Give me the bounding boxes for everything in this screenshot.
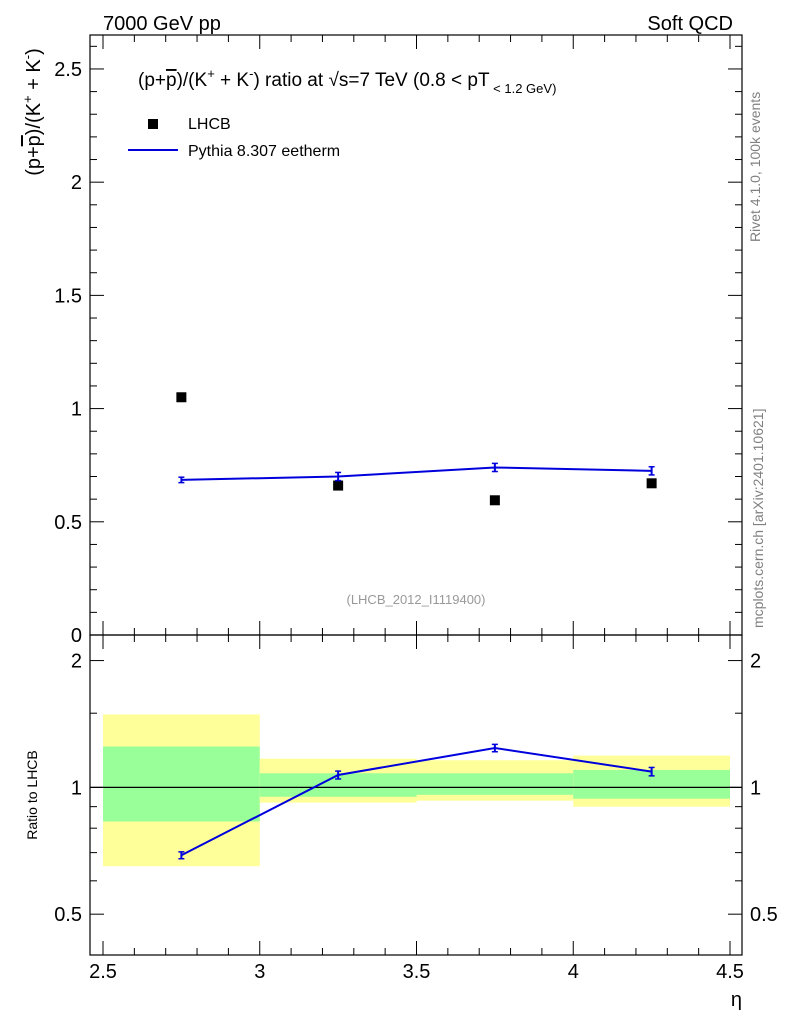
main-ytick-label: 1: [71, 399, 82, 421]
x-tick-labels: 2.5 3 3.5 4 4.5: [89, 961, 744, 983]
ratio-panel: 0.5 0.5 1 1 2 2 Ratio to LHCB 2.5 3 3.5 4 4.5 η: [24, 634, 778, 1011]
ratio-ytick-label-right: 0.5: [750, 904, 778, 926]
ratio-ylabel: Ratio to LHCB: [24, 750, 40, 839]
main-ytick-label: 0.5: [54, 512, 82, 534]
uncertainty-band-green: [259, 773, 417, 797]
x-tick-label: 3: [254, 961, 265, 983]
ratio-ytick-label-left: 0.5: [54, 904, 82, 926]
x-tick-label: 4.5: [716, 961, 744, 983]
ratio-bands: [90, 714, 742, 867]
lhcb-data-point: [489, 495, 500, 506]
main-ytick-label: 1.5: [54, 285, 82, 307]
pythia-line: [181, 466, 652, 481]
x-axis-label: η: [731, 989, 742, 1011]
legend-label-pythia: Pythia 8.307 eetherm: [188, 143, 340, 160]
ratio-axis-ticks: 0.5 0.5 1 1 2 2: [54, 635, 778, 955]
x-tick-label: 4: [568, 961, 579, 983]
analysis-label: (LHCB_2012_I1119400): [346, 592, 485, 607]
legend-marker-lhcb: [148, 119, 158, 129]
main-ytick-label: 2: [71, 172, 82, 194]
mcplots-label: mcplots.cern.ch [arXiv:2401.10621]: [750, 409, 766, 628]
x-tick-label: 3.5: [403, 961, 431, 983]
header-right: Soft QCD: [647, 13, 733, 35]
main-ytick-label: 2.5: [54, 59, 82, 81]
uncertainty-band-green: [103, 746, 260, 822]
rivet-label: Rivet 4.1.0, 100k events: [747, 92, 763, 242]
ratio-ytick-label-left: 2: [71, 651, 82, 673]
lhcb-data-point: [176, 392, 187, 403]
lhcb-data-point: [333, 480, 344, 491]
x-tick-label: 2.5: [89, 961, 117, 983]
ratio-ytick-label-right: 2: [750, 651, 761, 673]
main-panel: 0 0.5 1 1.5 2 2.5 (p+p)/(K+ + K-) ratio at √s…: [20, 34, 743, 647]
ratio-data-marks: [178, 743, 655, 860]
legend-label-lhcb: LHCB: [188, 116, 231, 133]
main-axis-ticks: 0 0.5 1 1.5 2 2.5: [54, 35, 742, 647]
ratio-frame: [89, 634, 743, 956]
ratio-line: [180, 747, 652, 857]
main-ylabel: (p+p)/(K+ + K-): [20, 48, 45, 176]
main-data-marks: [176, 392, 657, 506]
lhcb-data-point: [646, 478, 657, 489]
header-left: 7000 GeV pp: [103, 13, 221, 35]
legend: LHCB Pythia 8.307 eetherm: [128, 116, 340, 160]
uncertainty-band-green: [416, 773, 574, 795]
ratio-ytick-label-left: 1: [71, 777, 82, 799]
ratio-ytick-label-right: 1: [750, 777, 761, 799]
main-ytick-label: 0: [71, 625, 82, 647]
main-title: (p+p)/(K+ + K-) ratio at √s=7 TeV (0.8 <…: [138, 66, 556, 96]
